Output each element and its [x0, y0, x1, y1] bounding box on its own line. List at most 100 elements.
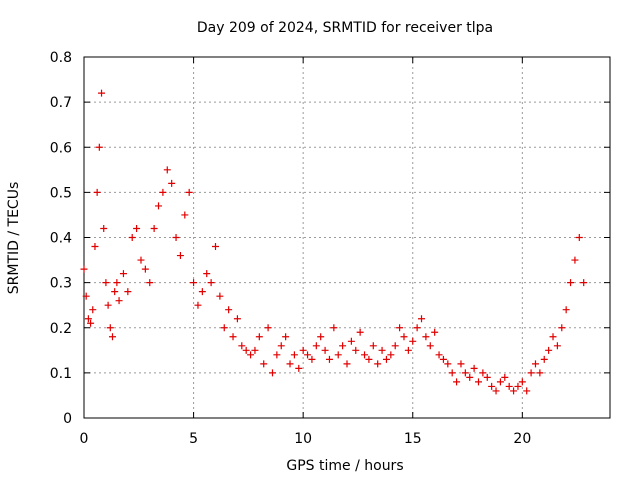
y-axis-label: SRMTID / TECUs [6, 182, 22, 295]
data-point [396, 324, 404, 332]
data-point [229, 333, 237, 341]
data-point [159, 188, 167, 196]
data-point [155, 202, 163, 210]
data-point [523, 387, 531, 395]
data-point [264, 324, 272, 332]
data-point [426, 342, 434, 350]
data-point [194, 301, 202, 309]
data-point [304, 351, 312, 359]
data-point [220, 324, 228, 332]
x-axis-label: GPS time / hours [286, 458, 403, 474]
y-tick-label: 0.1 [50, 366, 72, 382]
data-point [119, 270, 127, 278]
data-point [198, 288, 206, 296]
data-point [448, 369, 456, 377]
data-point [317, 333, 325, 341]
data-point [444, 360, 452, 368]
data-point [308, 355, 316, 363]
data-point [216, 292, 224, 300]
y-tick-label: 0.8 [50, 50, 72, 66]
y-tick-label: 0.3 [50, 276, 72, 292]
data-point [418, 315, 426, 323]
data-point [137, 256, 145, 264]
data-point [553, 342, 561, 350]
data-point [439, 355, 447, 363]
data-point [242, 346, 250, 354]
x-axis: 0 5 10 15 20 [80, 57, 531, 447]
data-point [106, 324, 114, 332]
grid-lines [84, 57, 610, 418]
data-point [163, 166, 171, 174]
data-point [233, 315, 241, 323]
data-point [87, 319, 95, 327]
data-point [268, 369, 276, 377]
data-point [93, 188, 101, 196]
data-point [115, 297, 123, 305]
data-point [457, 360, 465, 368]
data-point [82, 292, 90, 300]
data-point [89, 306, 97, 314]
data-point [95, 143, 103, 151]
data-point [212, 243, 219, 251]
data-point [470, 364, 478, 372]
data-point [365, 355, 373, 363]
data-point [453, 378, 461, 386]
data-point [400, 333, 408, 341]
data-point [496, 378, 504, 386]
data-point [251, 346, 259, 354]
data-point [133, 224, 141, 232]
y-tick-label: 0.2 [50, 321, 72, 337]
data-point [558, 324, 566, 332]
y-tick-label: 0 [63, 411, 72, 427]
data-point [128, 234, 136, 241]
data-point [104, 301, 112, 309]
data-point [168, 179, 176, 187]
chart-title: Day 209 of 2024, SRMTID for receiver tlp… [197, 20, 493, 36]
data-point [334, 351, 342, 359]
data-point [510, 387, 518, 395]
data-point [488, 382, 496, 390]
data-point [321, 346, 329, 354]
data-point [374, 360, 382, 368]
y-tick-label: 0.6 [50, 140, 72, 156]
data-point [290, 351, 298, 359]
data-point [549, 333, 557, 341]
data-point [422, 333, 430, 341]
data-point [404, 346, 412, 354]
x-tick-label: 0 [80, 431, 89, 447]
data-point [185, 188, 193, 196]
data-point [527, 369, 535, 377]
data-point [466, 373, 474, 381]
data-point [113, 279, 121, 287]
data-point [369, 342, 377, 350]
data-point [98, 89, 106, 97]
y-tick-label: 0.5 [50, 185, 72, 201]
x-tick-label: 15 [404, 431, 422, 447]
y-axis: 0 0.1 0.2 0.3 0.4 0.5 0.6 0.7 0.8 [50, 50, 610, 427]
data-point [255, 333, 263, 341]
data-point [91, 243, 99, 251]
data-point [273, 351, 281, 359]
data-point [492, 387, 500, 395]
data-point [343, 360, 351, 368]
data-point [531, 360, 539, 368]
data-point [84, 315, 92, 323]
data-point [339, 342, 347, 350]
data-point [562, 306, 570, 314]
data-point [382, 355, 390, 363]
x-tick-label: 20 [513, 431, 531, 447]
data-point [483, 373, 491, 381]
data-point [475, 378, 482, 386]
data-point [356, 328, 364, 336]
data-point [461, 369, 469, 377]
data-point [150, 224, 158, 232]
data-point [203, 270, 211, 278]
data-point [225, 306, 233, 314]
y-tick-label: 0.4 [50, 231, 72, 247]
data-point [111, 288, 119, 296]
data-point [361, 351, 369, 359]
data-point [312, 342, 320, 350]
data-points [80, 89, 588, 395]
data-point [479, 369, 487, 377]
